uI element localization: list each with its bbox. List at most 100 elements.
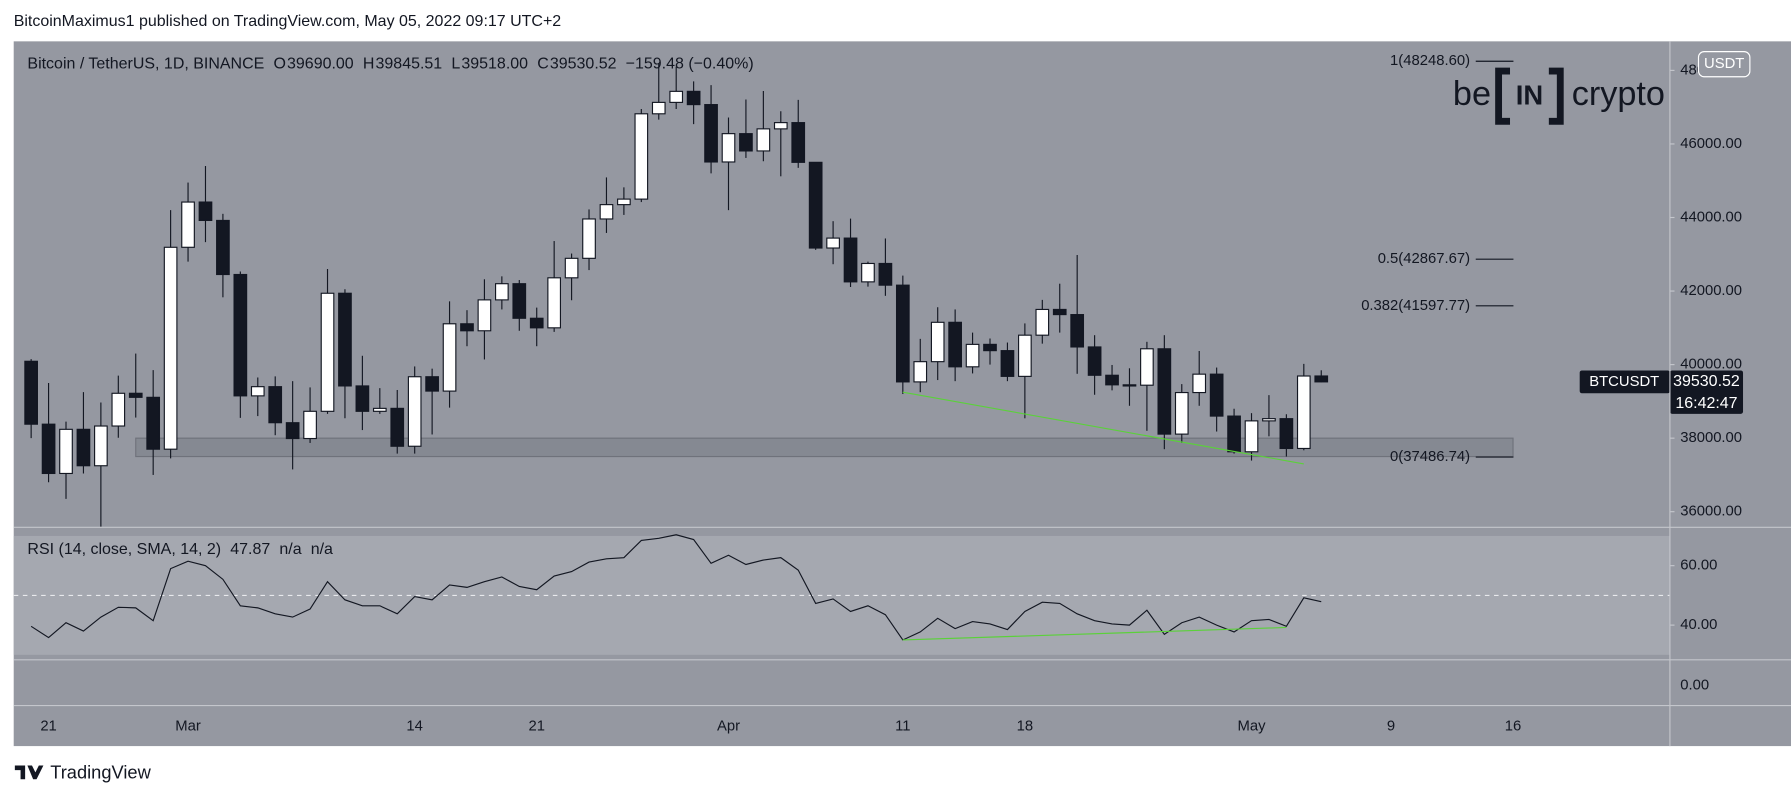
legend-text: H: [363, 55, 375, 72]
candle-body: [111, 392, 126, 427]
candle-body: [686, 90, 701, 106]
y-tick-label: 0.00: [1680, 677, 1709, 693]
candle-body: [1314, 375, 1329, 383]
symbol-tag: [1579, 370, 1670, 394]
x-tick-label: Apr: [717, 719, 740, 735]
fib-label: 0.5(42867.67): [1378, 251, 1470, 267]
candle-body: [791, 122, 806, 163]
footer-logo: [14, 765, 44, 780]
countdown-text: 16:42:47: [1675, 395, 1737, 412]
watermark-frame: [1495, 67, 1564, 125]
legend-text: C: [537, 55, 549, 72]
candle-body: [704, 104, 718, 163]
candle-body: [651, 101, 666, 115]
candle-body: [425, 376, 439, 392]
candle-body: [1035, 308, 1050, 336]
candle-body: [739, 133, 753, 152]
candle-body: [1018, 334, 1032, 377]
y-tick-label: 44000.00: [1680, 209, 1742, 225]
fib-label: 0.382(41597.77): [1361, 298, 1470, 314]
candle-body: [1157, 348, 1172, 435]
currency-badge-text: USDT: [1704, 56, 1744, 72]
candle-body: [268, 386, 283, 424]
watermark-text: be: [1453, 75, 1491, 113]
rsi-line: [30, 534, 1322, 641]
y-tick-label: 38000.00: [1680, 430, 1742, 446]
x-tick-label: 16: [1505, 719, 1522, 735]
candle-body: [24, 360, 38, 425]
trendline: [902, 626, 1287, 641]
legend-text: L: [451, 55, 460, 72]
candle-body: [442, 323, 457, 392]
x-tick-label: 11: [895, 719, 910, 735]
candle-body: [233, 273, 248, 397]
footer: TradingView: [14, 761, 152, 782]
candle-body: [41, 423, 56, 475]
x-tick-label: 21: [40, 719, 57, 735]
candle-body: [1296, 375, 1311, 450]
x-tick-label: Mar: [175, 719, 201, 735]
candle-body: [756, 128, 771, 152]
legend-text: 39518.00: [461, 55, 528, 72]
y-tick-label: 40.00: [1680, 617, 1717, 633]
price-tag: [1669, 370, 1744, 414]
legend-text: 39690.00: [287, 55, 354, 72]
legend-text: O: [273, 55, 285, 72]
legend-text: n/a: [279, 541, 301, 558]
candle-body: [721, 133, 736, 163]
candle-body: [1244, 420, 1259, 453]
candle-body: [59, 428, 73, 475]
candle-body: [983, 343, 997, 352]
candle-body: [617, 198, 631, 206]
currency-badge: [1697, 51, 1751, 78]
candle-body: [163, 246, 178, 450]
candle-body: [198, 201, 213, 222]
legend-text: 39845.51: [376, 55, 443, 72]
fib-label: 0(37486.74): [1390, 449, 1470, 465]
candle-body: [564, 257, 579, 279]
x-tick-label: 14: [406, 719, 423, 735]
candle-body: [669, 90, 684, 103]
candle-body: [128, 392, 143, 398]
support-zone: [135, 437, 1514, 458]
candle-body: [320, 292, 335, 412]
candle-body: [407, 376, 422, 447]
candle-body: [1227, 415, 1241, 453]
candle-body: [948, 321, 962, 368]
candle-body: [547, 277, 562, 329]
candle-body: [76, 428, 91, 467]
rsi-pane: [13, 534, 1670, 655]
candle-body: [477, 299, 492, 332]
legend-text: n/a: [311, 541, 333, 558]
watermark-text: crypto: [1572, 75, 1665, 113]
legend-text: RSI (14, close, SMA, 14, 2): [27, 541, 221, 558]
symbol-tag-text: BTCUSDT: [1589, 374, 1659, 390]
candle-body: [1070, 314, 1085, 348]
y-tick-label: 42000.00: [1680, 283, 1742, 299]
candle-body: [634, 113, 649, 200]
candle-body: [250, 386, 265, 397]
trendline: [902, 391, 1304, 465]
candle-body: [965, 343, 980, 368]
fib-label: 1(48248.60): [1390, 53, 1470, 69]
price-pane: 1(48248.60) 0.5(42867.67) 0.382(41597.77) 0…: [24, 53, 1514, 527]
candle-body: [495, 283, 509, 301]
candle-body: [843, 237, 858, 283]
overlay: 36000.00 38000.00 40000.00 42000.00 44000.00…: [27, 51, 1751, 735]
x-tick-label: 9: [1387, 719, 1395, 735]
candle-body: [390, 407, 405, 447]
candle-body: [372, 407, 387, 412]
candle-body: [460, 323, 474, 332]
candle-body: [913, 361, 928, 383]
legend-text: 39530.52: [550, 55, 617, 72]
candle-body: [1262, 418, 1276, 422]
candle-body: [1192, 373, 1207, 394]
candle-body: [1122, 384, 1137, 387]
candle-body: [1279, 418, 1294, 450]
header: BitcoinMaximus1 published on TradingView…: [14, 13, 562, 30]
candle-body: [1052, 308, 1067, 316]
watermark: be IN crypto: [1453, 67, 1665, 125]
candle-body: [303, 410, 317, 440]
